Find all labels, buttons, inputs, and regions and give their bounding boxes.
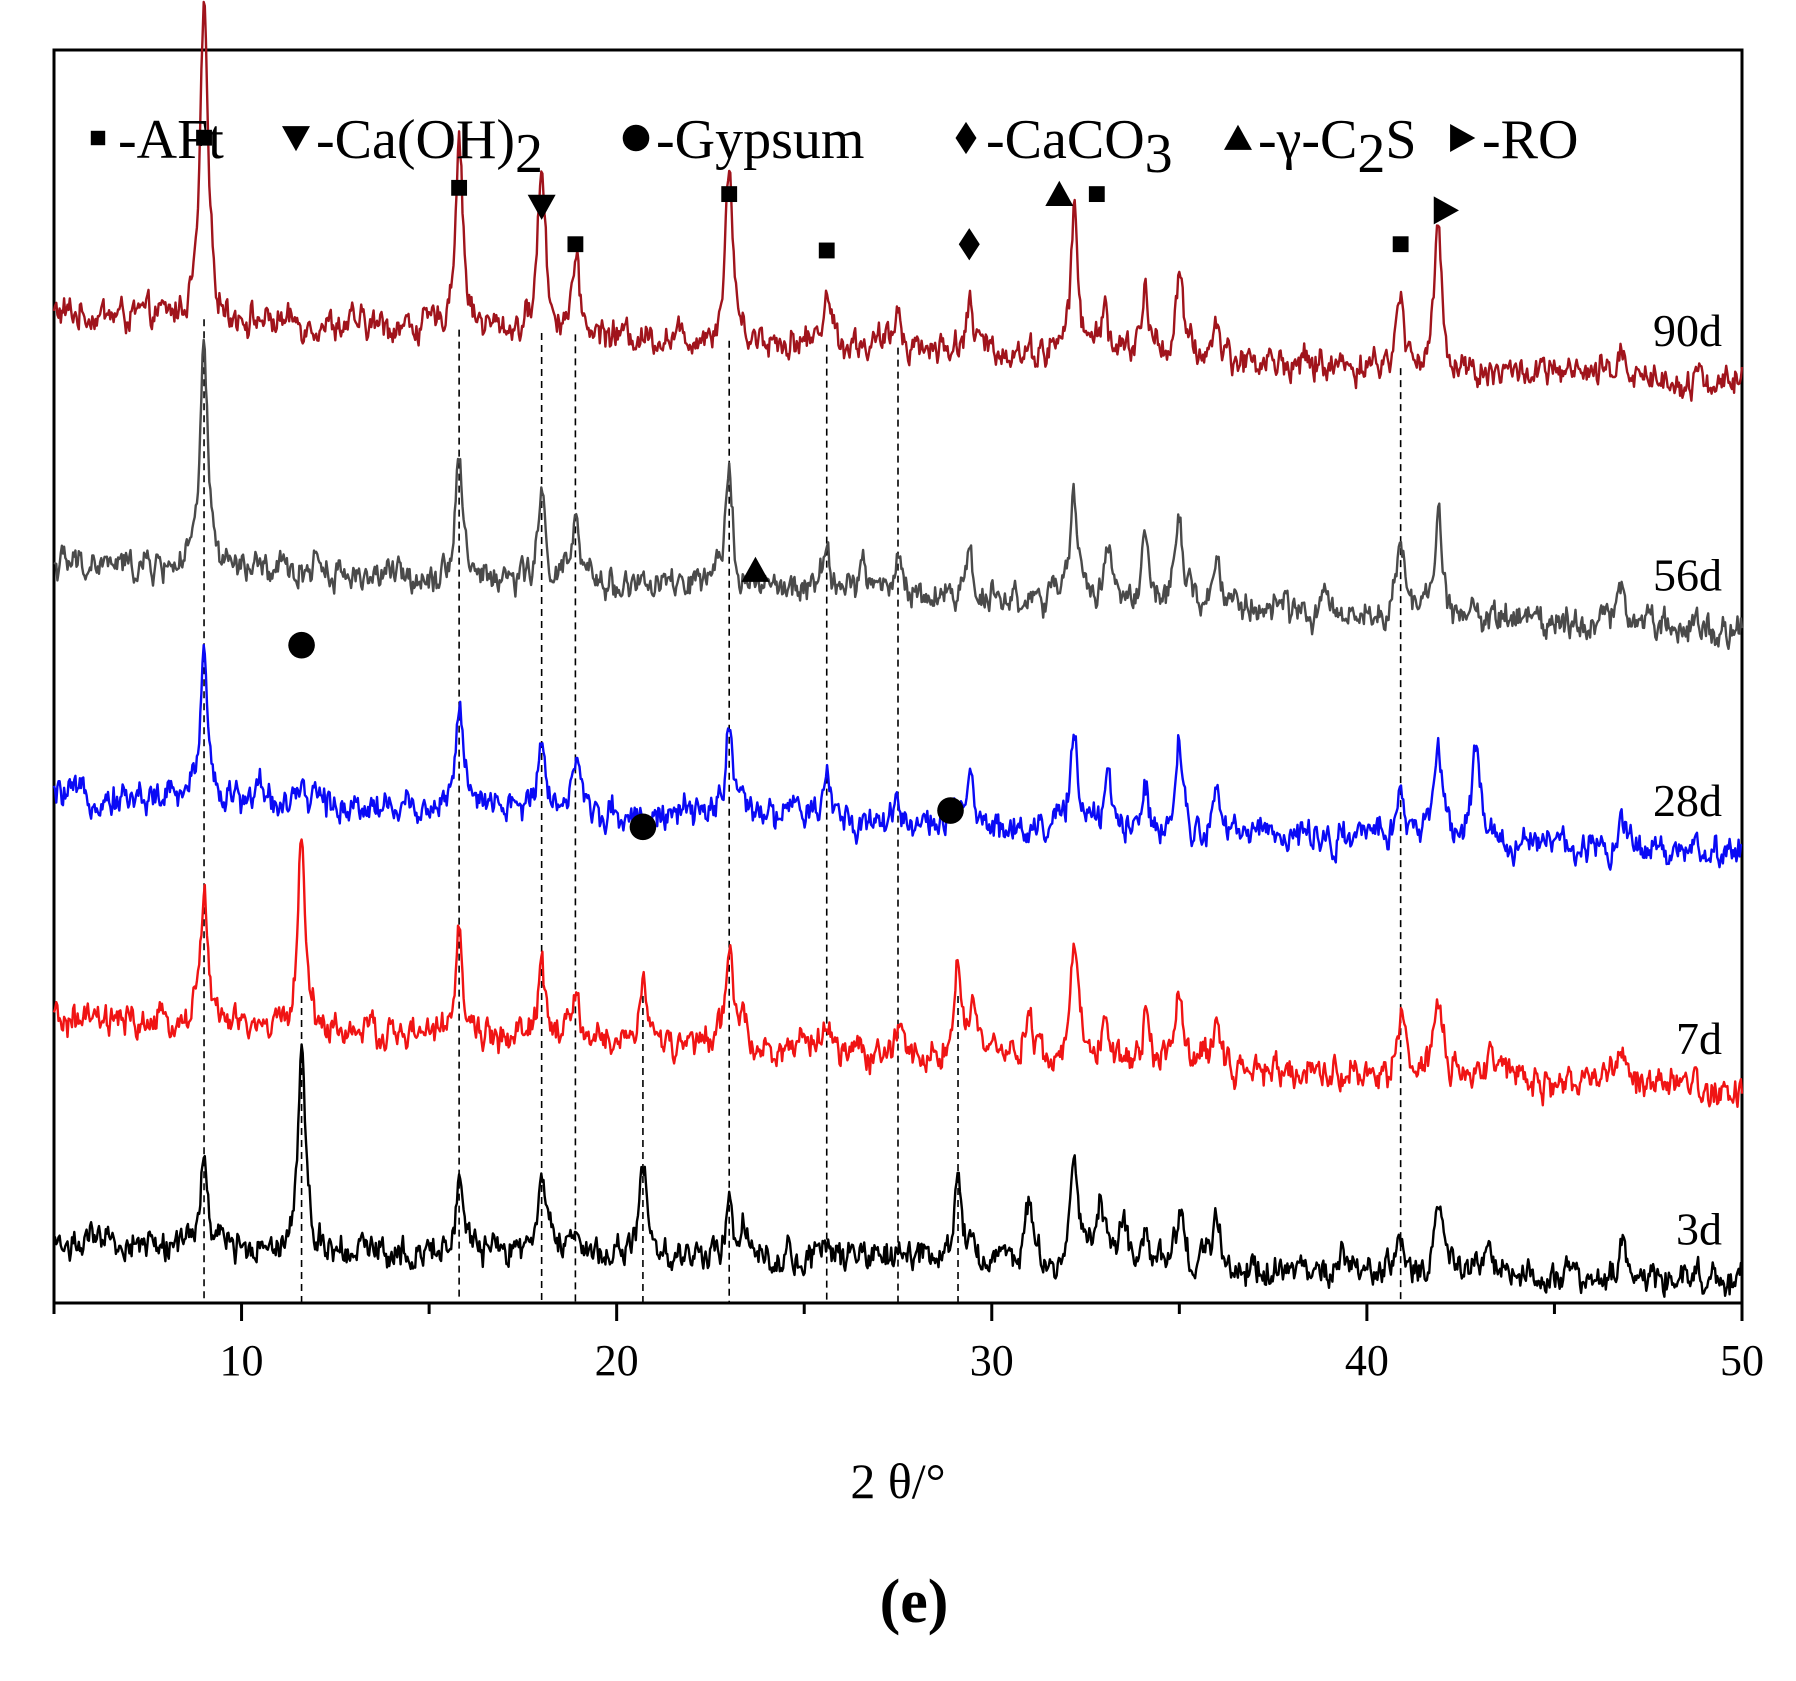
x-axis: 10 20 30 40 50 <box>52 1303 1764 1385</box>
series-label-7d: 7d <box>1676 1013 1722 1064</box>
plot-area <box>52 48 1744 1305</box>
legend-triangle-right-icon <box>1450 124 1476 152</box>
legend-label: -RO <box>1482 109 1578 171</box>
circle-marker <box>629 813 657 841</box>
pattern-7d <box>52 838 1744 1109</box>
series-label-3d: 3d <box>1676 1203 1722 1254</box>
pattern-28d <box>52 643 1743 871</box>
square-marker <box>818 242 835 259</box>
x-axis-title: 2 θ/° <box>850 1453 945 1509</box>
legend-diamond-icon <box>955 121 977 155</box>
phase-markers <box>196 129 1459 841</box>
triangle-down-marker <box>527 194 556 220</box>
series-label-28d: 28d <box>1653 775 1722 826</box>
triangle-right-marker <box>1433 196 1459 225</box>
pattern-56d <box>53 338 1744 650</box>
pattern-90d <box>52 0 1744 402</box>
legend-circle-icon <box>622 124 650 152</box>
legend-triangle-down-icon <box>282 126 310 152</box>
diffraction-patterns <box>52 0 1744 1298</box>
square-marker <box>451 179 468 196</box>
square-marker <box>1088 186 1105 203</box>
x-tick-label: 20 <box>595 1336 639 1385</box>
x-tick-label: 40 <box>1345 1336 1389 1385</box>
triangle-up-marker <box>1045 180 1074 206</box>
square-marker <box>196 129 212 146</box>
legend-label: -AFt <box>118 109 224 171</box>
legend-triangle-up-icon <box>1224 124 1252 150</box>
square-marker <box>567 236 584 253</box>
series-label-56d: 56d <box>1653 549 1722 600</box>
circle-marker <box>288 631 315 659</box>
pattern-3d <box>52 1043 1744 1298</box>
circle-marker <box>937 797 964 824</box>
panel-label: (e) <box>880 1568 949 1636</box>
x-tick-label: 10 <box>220 1336 264 1385</box>
legend-square-icon <box>90 130 106 146</box>
pattern-age-labels: 90d 56d 28d 7d 3d <box>1653 305 1722 1254</box>
x-tick-label: 50 <box>1720 1336 1764 1385</box>
square-marker <box>721 186 738 203</box>
series-label-90d: 90d <box>1653 305 1722 356</box>
triangle-up-marker <box>741 556 770 582</box>
legend-label: -Gypsum <box>656 109 864 171</box>
diamond-marker <box>958 228 980 261</box>
plot-border <box>52 48 1744 1305</box>
square-marker <box>1392 236 1409 253</box>
x-tick-label: 30 <box>970 1336 1014 1385</box>
